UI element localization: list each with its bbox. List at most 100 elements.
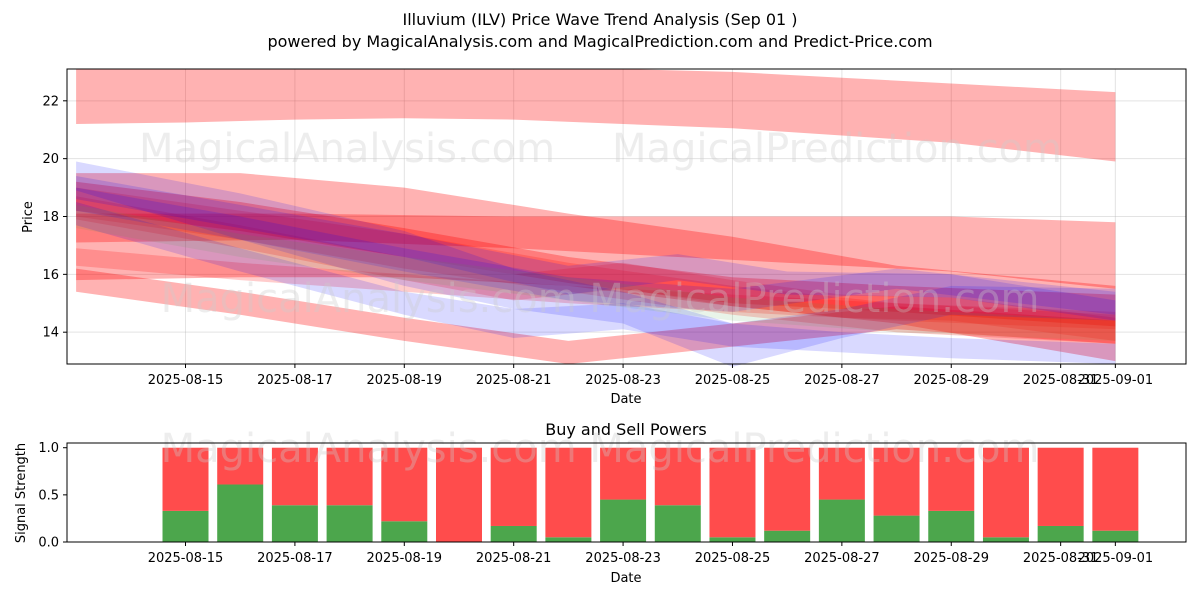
signal-y-tick-label: 0.5 [38, 488, 59, 503]
buy-bar [600, 499, 647, 542]
price-plot: MagicalAnalysis.com MagicalPrediction.co… [21, 68, 1187, 407]
price-x-tick-label: 2025-08-29 [913, 373, 989, 388]
sell-bar [326, 447, 373, 506]
signal-x-ticks: 2025-08-15 2025-08-17 2025-08-19 2025-08-21… [148, 542, 1153, 566]
price-x-ticks: 2025-08-15 2025-08-17 2025-08-19 2025-08-21… [148, 364, 1153, 388]
price-x-tick-label: 2025-08-27 [804, 373, 880, 388]
buy-bar [818, 499, 865, 542]
signal-x-tick-label: 2025-08-21 [476, 551, 552, 566]
price-band-red [76, 181, 1116, 327]
price-y-tick-label: 20 [42, 152, 59, 167]
price-x-tick-label: 2025-08-17 [257, 373, 333, 388]
signal-plot: Buy and Sell Powers MagicalAnalysis.com … [14, 420, 1187, 586]
buy-bar [1037, 525, 1084, 542]
price-bands [76, 69, 1116, 367]
signal-y-tick-label: 0.0 [38, 536, 59, 551]
price-y-ticks: 14 16 18 20 22 [42, 94, 67, 341]
price-y-tick-label: 18 [42, 210, 59, 225]
price-plot-background [67, 69, 1186, 364]
watermark-middle: MagicalAnalysis.com MagicalPrediction.co… [161, 276, 1040, 322]
price-band-red [76, 213, 1116, 289]
signal-x-tick-label: 2025-08-15 [148, 551, 224, 566]
price-band-red [76, 187, 1116, 344]
buy-bar [326, 505, 373, 542]
sell-bar [818, 447, 865, 500]
buy-bar [162, 510, 209, 542]
price-band-red [76, 196, 1116, 341]
price-x-tick-label: 2025-08-31 [1023, 373, 1099, 388]
price-x-tick-label: 2025-08-15 [148, 373, 224, 388]
signal-x-tick-label: 2025-08-27 [804, 551, 880, 566]
signal-y-tick-label: 1.0 [38, 441, 59, 456]
sell-bar [654, 447, 701, 506]
signal-x-tick-label: 2025-08-29 [913, 551, 989, 566]
signal-y-ticks: 0.0 0.5 1.0 [38, 441, 67, 551]
buy-bar [490, 525, 537, 542]
price-band-red [76, 173, 1116, 362]
watermark-top-right: MagicalPrediction.com [612, 126, 1062, 172]
sell-bar [928, 447, 975, 511]
chart-title: Illuvium (ILV) Price Wave Trend Analysis… [402, 10, 797, 29]
buy-bar [271, 505, 318, 542]
price-x-tick-label: 2025-08-25 [695, 373, 771, 388]
price-x-tick-label: 2025-08-19 [367, 373, 443, 388]
sell-bar [217, 447, 264, 485]
price-band-blue [76, 176, 1116, 321]
signal-plot-frame [66, 442, 1187, 543]
signal-x-tick-label: 2025-09-01 [1078, 551, 1154, 566]
sell-bar [381, 447, 428, 522]
price-band-blue [76, 202, 1116, 364]
chart-subtitle: powered by MagicalAnalysis.com and Magic… [267, 32, 932, 51]
sell-bar [709, 447, 756, 538]
sell-bar [1037, 447, 1084, 526]
price-grid [67, 69, 1186, 364]
sell-bar [271, 447, 318, 506]
sell-bar [873, 447, 920, 516]
price-y-tick-label: 14 [42, 326, 59, 341]
buy-bar [1092, 530, 1139, 542]
signal-x-tick-label: 2025-08-25 [695, 551, 771, 566]
price-x-tick-label: 2025-08-23 [585, 373, 661, 388]
price-y-tick-label: 22 [42, 94, 59, 109]
buy-bar [545, 537, 592, 542]
price-band-red [76, 268, 1116, 364]
signal-x-tick-label: 2025-08-17 [257, 551, 333, 566]
price-x-tick-label: 2025-09-01 [1078, 373, 1154, 388]
price-y-axis-label: Price [21, 201, 36, 233]
sell-bar [764, 447, 811, 531]
price-band-blue [76, 161, 1116, 367]
buy-bar [381, 521, 428, 542]
buy-bar [873, 515, 920, 542]
signal-x-tick-label: 2025-08-23 [585, 551, 661, 566]
buy-bar [654, 505, 701, 542]
signal-x-tick-label: 2025-08-31 [1023, 551, 1099, 566]
buy-bar [217, 484, 264, 542]
price-x-axis-label: Date [610, 392, 641, 407]
signal-x-axis-label: Date [610, 571, 641, 586]
sell-bar [1092, 447, 1139, 531]
sell-bar [490, 447, 537, 526]
watermark-top-left: MagicalAnalysis.com [139, 126, 555, 172]
signal-plot-title: Buy and Sell Powers [545, 420, 707, 439]
price-y-tick-label: 16 [42, 268, 59, 283]
signal-bars [162, 447, 1139, 542]
price-band-red [76, 248, 1116, 330]
price-watermarks: MagicalAnalysis.com MagicalPrediction.co… [139, 126, 1062, 322]
price-x-tick-label: 2025-08-21 [476, 373, 552, 388]
buy-bar [982, 537, 1029, 542]
price-band-green [76, 204, 1116, 341]
sell-bar [545, 447, 592, 538]
sell-bar [982, 447, 1029, 538]
buy-bar [764, 530, 811, 542]
signal-y-axis-label: Signal Strength [14, 443, 29, 543]
signal-x-tick-label: 2025-08-19 [367, 551, 443, 566]
sell-bar [435, 447, 482, 542]
sell-bar [600, 447, 647, 500]
buy-bar [709, 537, 756, 542]
sell-bar [162, 447, 209, 511]
watermark-bottom: MagicalAnalysis.com MagicalPrediction.co… [161, 426, 1040, 472]
price-band-red [76, 69, 1116, 162]
buy-bar [928, 510, 975, 542]
price-band-blue [76, 187, 1116, 315]
